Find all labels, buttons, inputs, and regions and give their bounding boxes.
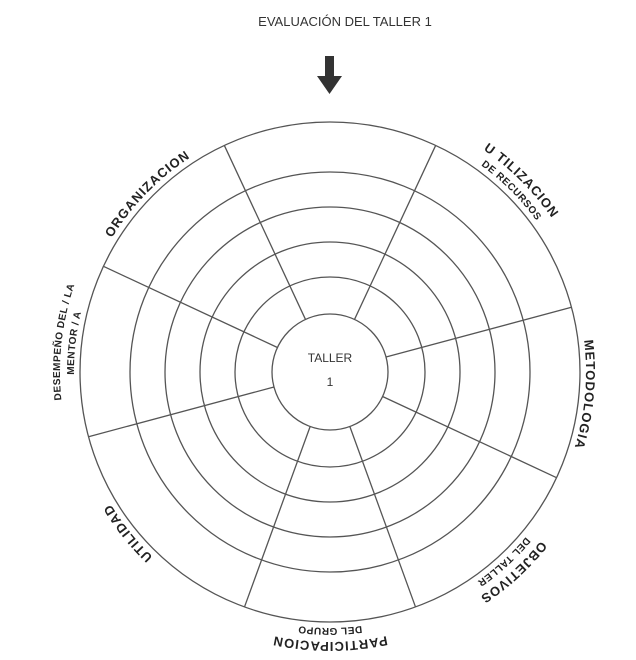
sector-label-text: PARTICIPACION: [271, 633, 387, 654]
spoke: [385, 306, 572, 358]
outer-ring: [79, 121, 581, 623]
ring: [129, 171, 531, 573]
spokes: [88, 145, 572, 608]
center-label: TALLER: [308, 351, 353, 365]
title: EVALUACIÓN DEL TALLER 1: [258, 14, 432, 29]
center-number: 1: [327, 375, 334, 389]
spoke: [223, 145, 307, 320]
sector-label-text: METODOLOGIA: [572, 339, 597, 451]
wheel: [79, 121, 581, 623]
spoke: [88, 386, 275, 438]
spoke: [243, 426, 311, 608]
spoke: [382, 395, 557, 479]
sector-label: UTILIDAD: [100, 502, 155, 566]
spoke: [349, 426, 417, 608]
sector-label: METODOLOGIA: [572, 339, 598, 451]
sector-label-text: ORGANIZACION: [102, 147, 192, 240]
sector-label: PARTICIPACION: [271, 633, 388, 654]
sector-label-text: UTILIDAD: [100, 502, 154, 566]
ring: [199, 241, 461, 503]
sector-label-text: U TILIZACION: [482, 140, 562, 221]
sector-label: DEL GRUPO: [297, 623, 362, 636]
center-ring: [271, 313, 389, 431]
ring: [234, 276, 426, 468]
sector-label: U TILIZACION: [482, 140, 563, 221]
arrow: [317, 56, 342, 94]
spoke: [103, 265, 278, 349]
sector-label: ORGANIZACION: [102, 147, 193, 240]
sector-label-text: DEL GRUPO: [297, 623, 362, 636]
ring: [164, 206, 496, 538]
spoke: [353, 145, 437, 320]
